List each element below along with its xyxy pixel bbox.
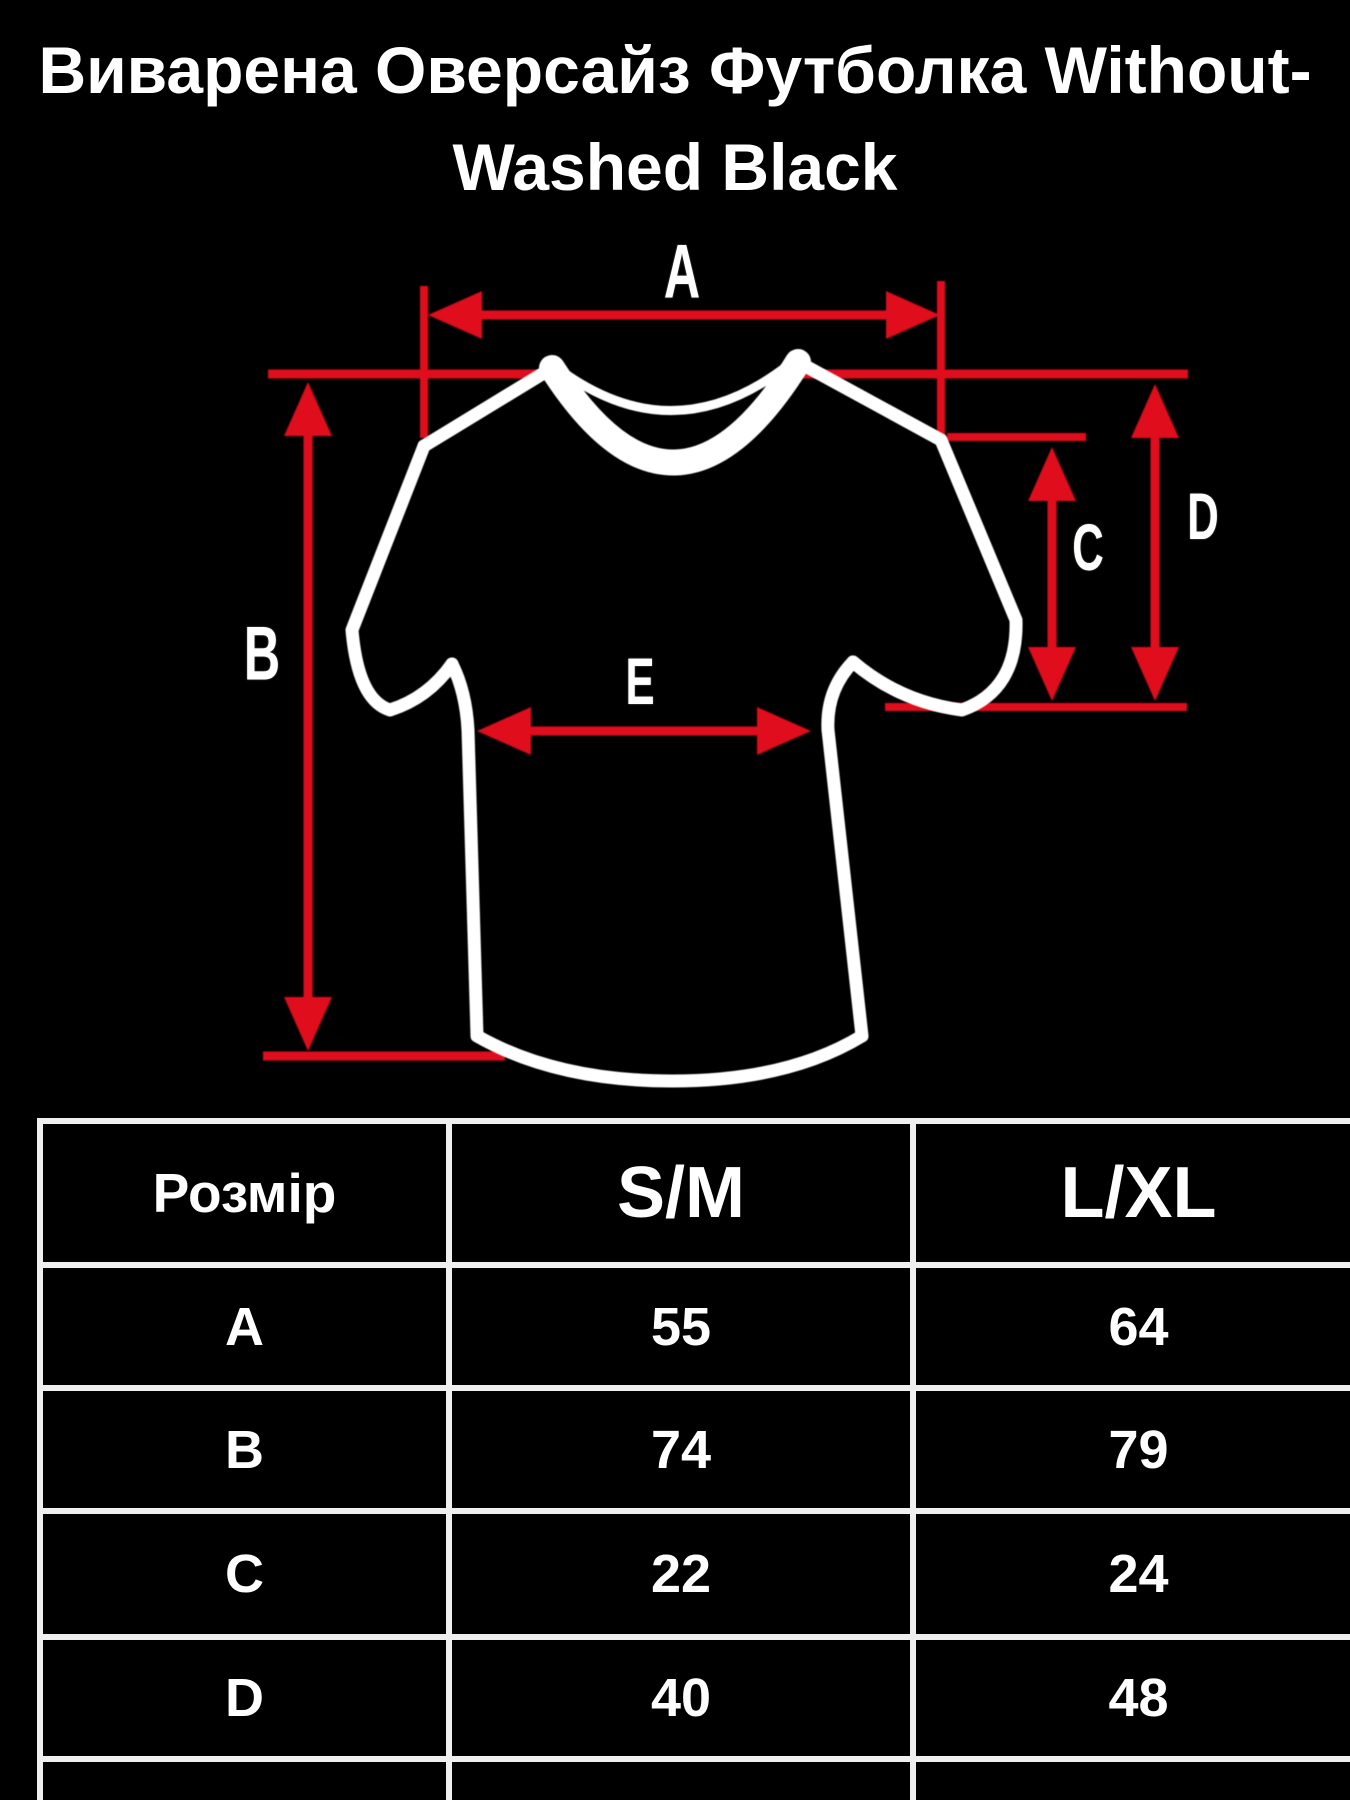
table-row-d: D 40 48 [37,1634,1350,1762]
tshirt-outline [345,349,1023,1088]
empty-cell [37,1756,452,1800]
dim-c-arrow [947,433,1086,701]
product-title-line1: Виварена Оверсайз Футболка Without- [38,33,1312,107]
dim-e-arrow [477,707,811,755]
table-row-c: C 22 24 [37,1508,1350,1640]
empty-cell [446,1756,916,1800]
left-sleeve [345,439,459,717]
value-lxl: 48 [910,1634,1350,1762]
measurement-label-a: A [663,229,701,315]
size-table: Розмір S/M L/XL A 55 64 B 74 79 C 22 24 … [37,1118,1350,1800]
value-sm: 22 [446,1508,916,1640]
collar-band [539,349,811,476]
measurement-label-b: B [243,611,281,697]
dim-a-arrow [420,281,945,438]
header-cell-lxl: L/XL [910,1118,1350,1268]
measurement-label-e: E [625,644,655,718]
table-row-a: A 55 64 [37,1262,1350,1391]
row-label: B [37,1385,452,1514]
row-label: A [37,1262,452,1391]
empty-cell [910,1756,1350,1800]
header-cell-size: Розмір [37,1118,452,1268]
row-label: C [37,1508,452,1640]
measurement-label-c: C [1072,510,1104,584]
left-shoulder-seam [417,361,559,453]
header-cell-sm: S/M [446,1118,916,1268]
table-row-b: B 74 79 [37,1385,1350,1514]
size-table-header-row: Розмір S/M L/XL [37,1118,1350,1268]
value-lxl: 24 [910,1508,1350,1640]
dim-b-arrow [263,382,505,1061]
value-sm: 55 [446,1262,916,1391]
value-sm: 74 [446,1385,916,1514]
value-lxl: 64 [910,1262,1350,1391]
product-title-line2: Washed Black [452,130,898,204]
dimension-lines [263,281,1188,1061]
value-lxl: 79 [910,1385,1350,1514]
right-shoulder-seam [791,355,948,447]
back-neck-line [558,361,792,416]
row-label: D [37,1634,452,1762]
tshirt-measurement-diagram [263,281,1188,1088]
body-outline [445,655,869,1088]
table-row-partial [37,1756,1350,1800]
value-sm: 40 [446,1634,916,1762]
right-sleeve [846,433,1023,717]
measurement-label-d: D [1187,479,1219,553]
